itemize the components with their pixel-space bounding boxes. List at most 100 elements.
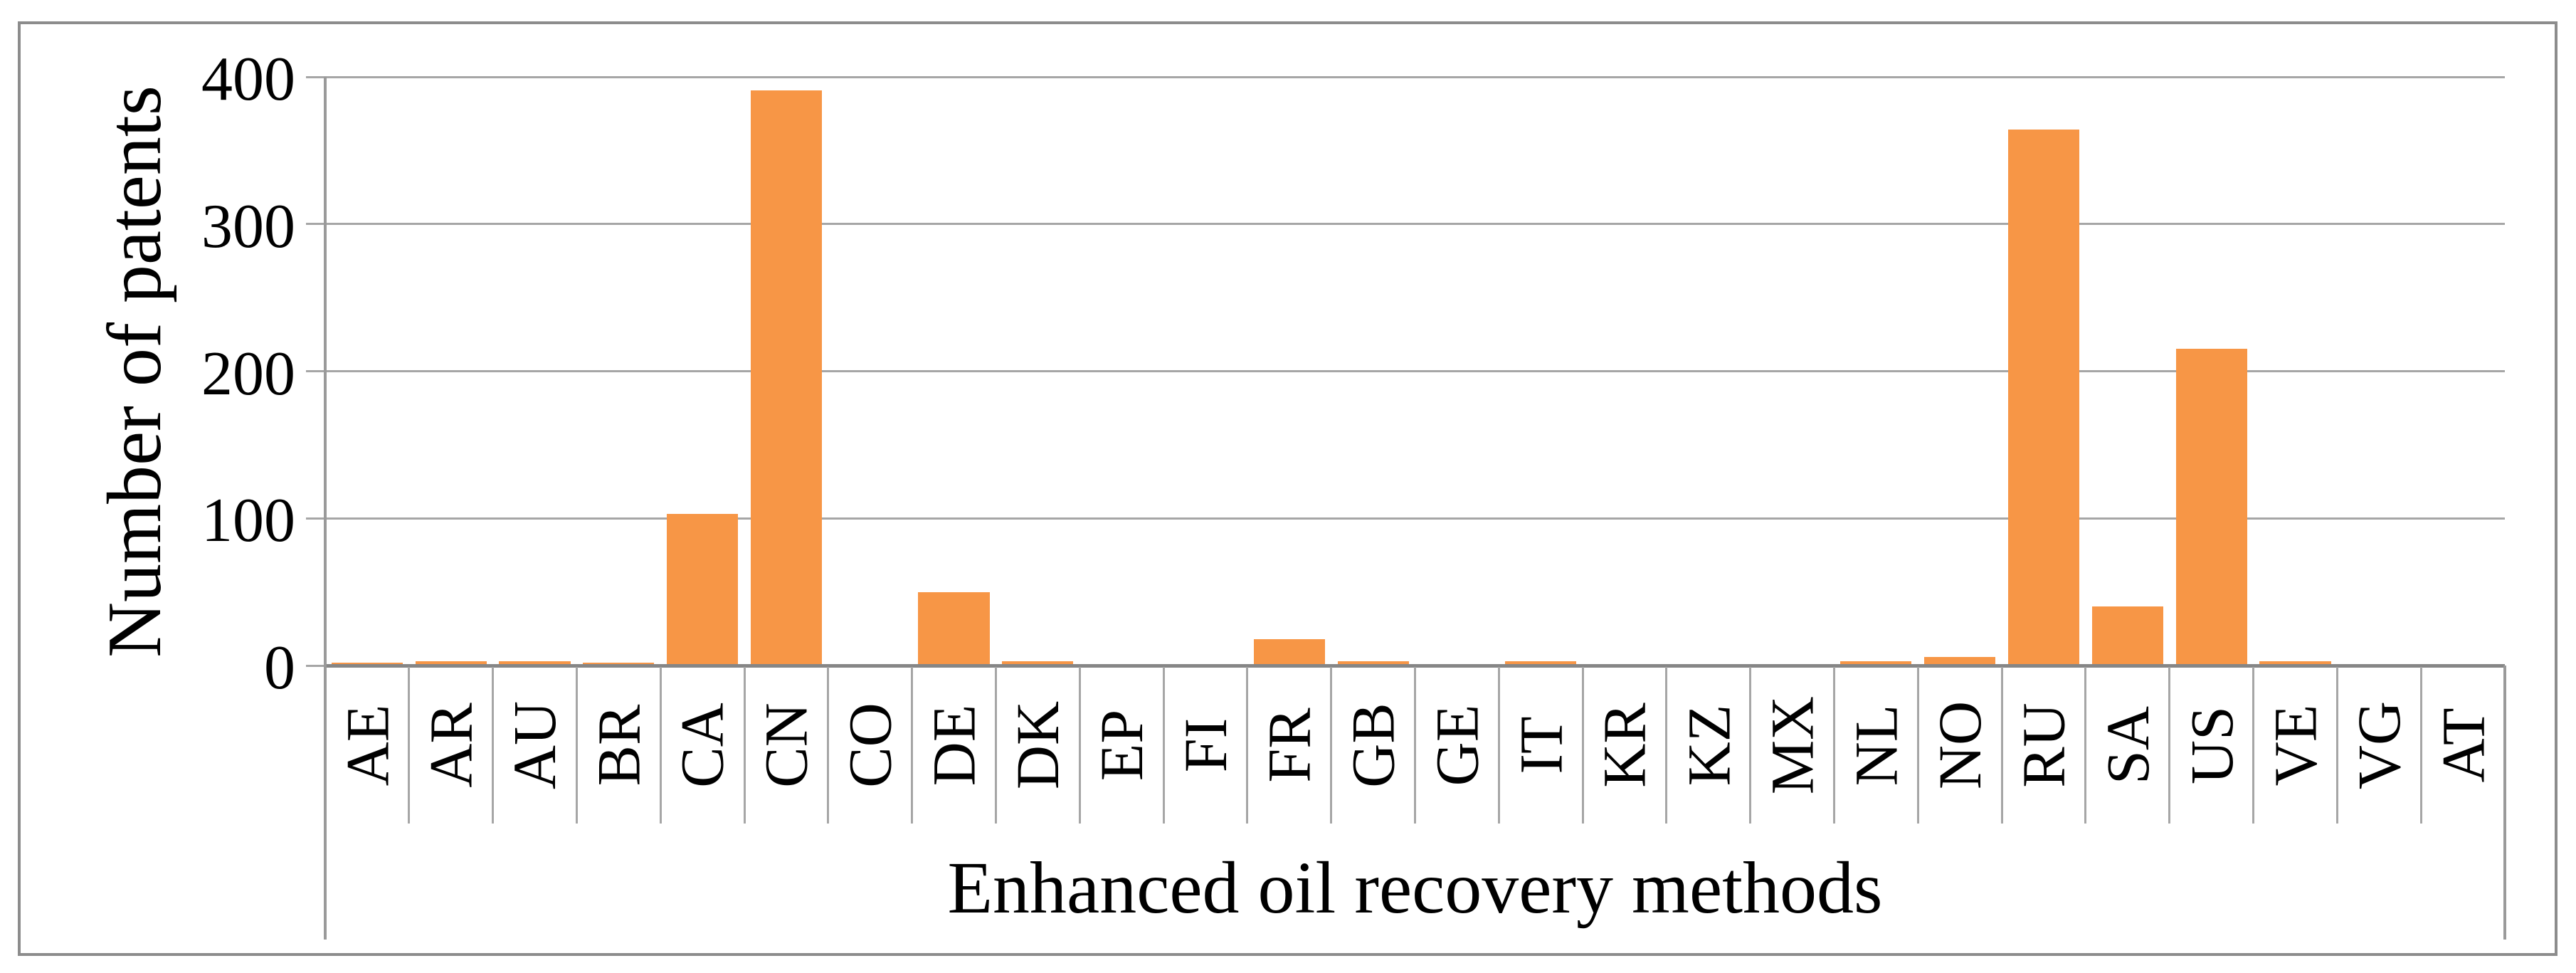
category-label-IT: IT	[1506, 716, 1575, 774]
category-label-CN: CN	[751, 703, 820, 788]
category-separator	[2000, 667, 2003, 824]
category-separator	[1749, 667, 1752, 824]
category-label-CA: CA	[668, 703, 737, 788]
bar-AR	[415, 661, 487, 666]
category-cell-CA: CA	[660, 667, 744, 824]
category-cell-AT: AT	[2421, 667, 2505, 824]
category-label-RU: RU	[2010, 703, 2079, 788]
category-label-MX: MX	[1758, 695, 1827, 795]
category-separator	[827, 667, 830, 824]
category-separator	[1330, 667, 1333, 824]
bar-DE	[918, 591, 990, 666]
category-label-AU: AU	[500, 700, 569, 790]
category-cell-SA: SA	[2086, 667, 2170, 824]
x-axis-title: Enhanced oil recovery methods	[947, 847, 1883, 929]
category-separator	[1833, 667, 1836, 824]
category-separator	[2335, 667, 2338, 824]
bar-GB	[1337, 661, 1409, 666]
category-cell-FI: FI	[1163, 667, 1247, 824]
category-label-EP: EP	[1087, 709, 1156, 782]
y-tick-label-300: 300	[201, 191, 295, 261]
category-separator	[1078, 667, 1081, 824]
category-separator	[659, 667, 662, 824]
gridline-200	[325, 370, 2505, 372]
category-label-FI: FI	[1171, 717, 1240, 773]
category-cell-CO: CO	[828, 667, 912, 824]
bar-AU	[499, 661, 571, 666]
bar-US	[2175, 349, 2247, 666]
gridline-100	[325, 517, 2505, 520]
category-separator	[1497, 667, 1500, 824]
category-cell-KR: KR	[1583, 667, 1667, 824]
category-cell-NL: NL	[1835, 667, 1918, 824]
bar-NL	[1840, 661, 1912, 666]
category-separator	[1414, 667, 1416, 824]
figure-border	[18, 21, 2557, 956]
category-cell-GE: GE	[1415, 667, 1499, 824]
category-separator	[1665, 667, 1668, 824]
category-cell-AR: AR	[409, 667, 493, 824]
category-separator	[2419, 667, 2422, 824]
y-tick-label-100: 100	[201, 486, 295, 556]
y-tick-label-200: 200	[201, 339, 295, 409]
category-label-GE: GE	[1422, 704, 1492, 787]
x-axis-line	[325, 663, 2505, 668]
gridline-300	[325, 223, 2505, 226]
category-separator	[408, 667, 411, 824]
category-cell-VE: VE	[2254, 667, 2338, 824]
category-label-FR: FR	[1255, 708, 1324, 783]
category-label-AT: AT	[2429, 708, 2498, 783]
category-label-BR: BR	[584, 704, 653, 787]
category-cell-EP: EP	[1080, 667, 1163, 824]
bar-VE	[2259, 661, 2331, 666]
bar-FR	[1253, 638, 1325, 666]
category-label-AR: AR	[416, 703, 485, 788]
category-label-VG: VG	[2345, 700, 2414, 790]
category-separator	[1162, 667, 1165, 824]
bar-DK	[1002, 661, 1074, 666]
category-label-CO: CO	[835, 703, 904, 788]
category-cell-DK: DK	[996, 667, 1080, 824]
category-cell-KZ: KZ	[1667, 667, 1751, 824]
y-tick-400	[306, 75, 325, 78]
category-separator	[1581, 667, 1584, 824]
category-band-right-line	[2503, 666, 2506, 940]
category-cell-CN: CN	[744, 667, 828, 824]
category-separator	[743, 667, 746, 824]
category-separator	[575, 667, 578, 824]
category-label-KR: KR	[1590, 703, 1659, 788]
category-separator	[492, 667, 495, 824]
y-tick-100	[306, 517, 325, 520]
category-label-US: US	[2177, 706, 2246, 784]
bar-CA	[667, 514, 739, 666]
category-separator	[2252, 667, 2255, 824]
category-cell-GB: GB	[1331, 667, 1415, 824]
category-cell-DE: DE	[912, 667, 996, 824]
category-cell-BR: BR	[576, 667, 660, 824]
category-label-NO: NO	[1926, 700, 1995, 790]
category-cell-RU: RU	[2002, 667, 2086, 824]
category-cell-NO: NO	[1918, 667, 2002, 824]
category-cell-VG: VG	[2337, 667, 2421, 824]
category-label-AE: AE	[332, 704, 401, 787]
category-separator	[911, 667, 914, 824]
category-separator	[1916, 667, 1919, 824]
y-tick-200	[306, 370, 325, 372]
category-label-GB: GB	[1339, 703, 1408, 788]
category-cell-FR: FR	[1247, 667, 1331, 824]
bar-CN	[750, 90, 822, 666]
y-tick-label-0: 0	[264, 633, 295, 703]
bar-RU	[2007, 130, 2080, 666]
category-separator	[2168, 667, 2171, 824]
category-separator	[2084, 667, 2087, 824]
y-axis-line	[324, 77, 327, 940]
bar-SA	[2091, 606, 2163, 666]
category-separator	[1246, 667, 1249, 824]
category-cell-MX: MX	[1751, 667, 1835, 824]
bar-IT	[1505, 661, 1577, 666]
category-label-NL: NL	[1842, 704, 1911, 787]
y-tick-300	[306, 223, 325, 226]
gridline-400	[325, 75, 2505, 78]
category-label-SA: SA	[2093, 706, 2162, 784]
